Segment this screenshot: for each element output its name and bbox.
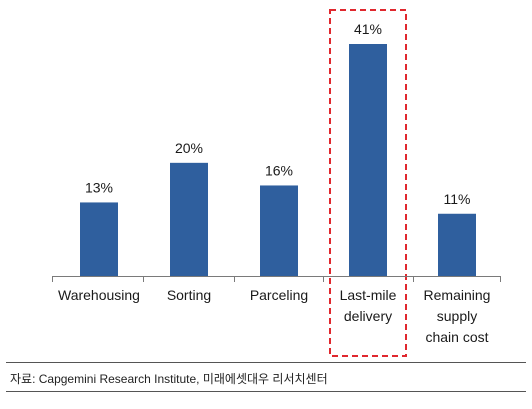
data-label: 11% — [444, 191, 471, 207]
category-label: Sorting — [167, 287, 211, 303]
category-label: Warehousing — [58, 287, 140, 303]
source-note: 자료: Capgemini Research Institute, 미래에셋대우… — [10, 372, 328, 386]
data-label: 20% — [175, 140, 203, 156]
category-label: supply — [437, 308, 477, 324]
bar-3 — [349, 44, 387, 276]
bar-0 — [80, 202, 118, 276]
data-label: 41% — [354, 21, 382, 37]
data-label: 13% — [85, 179, 113, 195]
bar-2 — [260, 185, 298, 276]
source-bottom-rule — [6, 391, 526, 392]
data-label: 16% — [265, 162, 293, 178]
category-label: chain cost — [425, 329, 488, 345]
bar-4 — [438, 213, 476, 276]
category-label: Remaining — [424, 287, 491, 303]
category-label: delivery — [344, 308, 392, 324]
source-top-rule — [6, 362, 526, 363]
category-label: Parceling — [250, 287, 308, 303]
bar-1 — [170, 162, 208, 276]
highlight-box — [329, 9, 407, 357]
category-label: Last-mile — [340, 287, 397, 303]
